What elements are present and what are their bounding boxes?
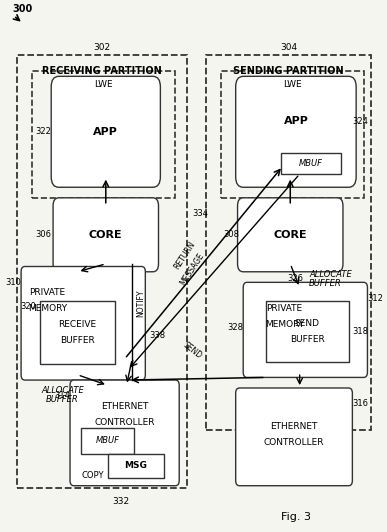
Text: 316: 316	[353, 400, 368, 409]
Text: 334: 334	[192, 209, 208, 218]
Text: APP: APP	[93, 127, 118, 137]
Text: MESSAGE: MESSAGE	[179, 251, 206, 287]
Text: 338: 338	[149, 331, 165, 339]
Bar	[81, 428, 134, 454]
Text: 302: 302	[94, 43, 111, 52]
Text: COPY: COPY	[81, 471, 104, 480]
Text: NOTIFY: NOTIFY	[136, 290, 145, 317]
Text: 320: 320	[20, 302, 36, 311]
Bar	[266, 301, 349, 362]
Text: 300: 300	[12, 4, 33, 14]
Text: LWE: LWE	[283, 80, 301, 89]
Text: SENDING PARTITION: SENDING PARTITION	[233, 66, 344, 76]
Text: 328: 328	[228, 323, 244, 332]
Text: BUFFER: BUFFER	[290, 335, 325, 344]
Bar	[108, 454, 164, 478]
Text: CORE: CORE	[89, 230, 123, 240]
Text: MEMORY: MEMORY	[265, 320, 304, 329]
FancyBboxPatch shape	[51, 76, 160, 187]
Text: 312: 312	[367, 294, 383, 303]
Text: Fig. 3: Fig. 3	[281, 512, 311, 522]
Text: RECEIVING PARTITION: RECEIVING PARTITION	[42, 66, 162, 76]
Text: 322: 322	[35, 127, 51, 136]
Text: SEND: SEND	[295, 319, 320, 328]
Text: LWE: LWE	[94, 80, 113, 89]
Text: MEMORY: MEMORY	[28, 304, 67, 313]
Text: 308: 308	[223, 230, 240, 239]
Bar	[281, 153, 341, 174]
Text: MBUF: MBUF	[96, 436, 120, 445]
Text: ETHERNET: ETHERNET	[101, 402, 148, 411]
Text: CORE: CORE	[274, 230, 307, 240]
FancyBboxPatch shape	[243, 282, 367, 377]
FancyBboxPatch shape	[53, 198, 159, 272]
Text: BUFFER: BUFFER	[46, 395, 79, 404]
Text: 324: 324	[353, 117, 368, 126]
Text: 304: 304	[280, 43, 297, 52]
Text: APP: APP	[283, 116, 308, 126]
FancyBboxPatch shape	[21, 267, 146, 380]
Text: BUFFER: BUFFER	[60, 336, 95, 345]
Text: PRIVATE: PRIVATE	[267, 304, 303, 313]
Text: BUFFER: BUFFER	[309, 279, 342, 288]
Text: RECEIVE: RECEIVE	[58, 320, 97, 329]
Text: 326: 326	[288, 273, 303, 282]
Text: CONTROLLER: CONTROLLER	[94, 418, 155, 427]
Text: MBUF: MBUF	[299, 159, 323, 168]
Text: ALLOCATE: ALLOCATE	[309, 270, 352, 279]
Text: 314: 314	[54, 392, 70, 401]
FancyBboxPatch shape	[236, 388, 353, 486]
FancyBboxPatch shape	[70, 380, 179, 486]
Text: 306: 306	[35, 230, 51, 239]
Text: SEND: SEND	[181, 341, 204, 361]
Text: 332: 332	[112, 497, 129, 506]
FancyBboxPatch shape	[238, 198, 343, 272]
Text: CONTROLLER: CONTROLLER	[264, 438, 324, 447]
Text: 310: 310	[5, 278, 21, 287]
Text: RETURN: RETURN	[173, 240, 197, 271]
Text: ETHERNET: ETHERNET	[271, 422, 318, 431]
Text: PRIVATE: PRIVATE	[29, 288, 65, 297]
Text: 318: 318	[353, 327, 368, 336]
Bar	[40, 301, 115, 364]
FancyBboxPatch shape	[236, 76, 356, 187]
Text: MSG: MSG	[125, 461, 147, 470]
Text: ALLOCATE: ALLOCATE	[41, 386, 84, 395]
